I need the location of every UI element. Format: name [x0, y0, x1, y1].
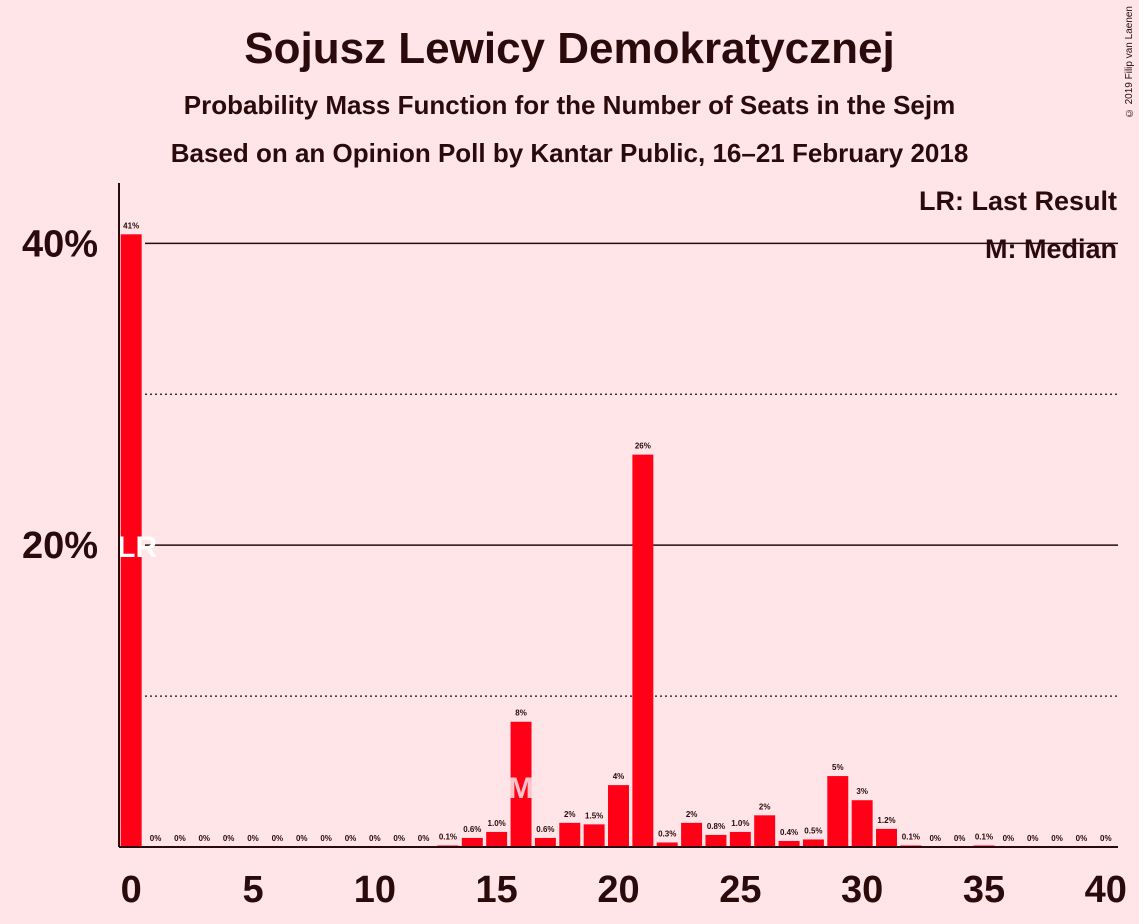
bar-value-label: 0%: [345, 834, 357, 843]
bar: [754, 815, 776, 847]
bar-value-label: 0%: [1027, 834, 1039, 843]
bar-value-label: 0.5%: [804, 826, 822, 835]
x-tick-label: 35: [963, 869, 1005, 911]
bar: [486, 831, 508, 847]
bar-value-label: 1.0%: [488, 819, 506, 828]
bar: [534, 837, 556, 847]
bar-value-label: 0%: [272, 834, 284, 843]
x-tick-label: 5: [242, 869, 263, 911]
bar-value-label: 26%: [635, 442, 651, 451]
bar-value-label: 2%: [686, 810, 698, 819]
bar: [681, 822, 703, 847]
x-tick-label: 40: [1085, 869, 1127, 911]
bar-value-label: 41%: [123, 221, 139, 230]
bar-value-label: 0%: [1051, 834, 1063, 843]
bar-value-label: 0%: [198, 834, 210, 843]
bar-value-label: 0.3%: [658, 829, 676, 838]
bar-value-label: 1.2%: [877, 816, 895, 825]
bar-value-label: 5%: [832, 763, 844, 772]
bar-value-label: 0%: [320, 834, 332, 843]
bar-value-label: 0.1%: [902, 832, 920, 841]
bar: [608, 785, 629, 847]
y-tick-label: 20%: [22, 525, 98, 567]
bar-value-label: 3%: [856, 787, 868, 796]
x-tick-label: 20: [597, 869, 639, 911]
chart-title: Sojusz Lewicy Demokratycznej: [244, 24, 895, 73]
bar-value-label: 0.1%: [439, 832, 457, 841]
bar-value-label: 0%: [296, 834, 308, 843]
bar: [705, 834, 727, 847]
bar-value-label: 0%: [1003, 834, 1015, 843]
bar-value-label: 0%: [929, 834, 941, 843]
bar-value-label: 2%: [564, 810, 576, 819]
bar-value-label: 0%: [174, 834, 186, 843]
bar: [510, 721, 532, 847]
bar: [827, 776, 849, 847]
bar: [876, 828, 898, 847]
x-tick-label: 30: [841, 869, 883, 911]
x-tick-label: 25: [719, 869, 761, 911]
bar-value-label: 0%: [223, 834, 235, 843]
bar-value-label: 1.5%: [585, 811, 603, 820]
bar-value-label: 0.4%: [780, 828, 798, 837]
last-result-marker: LR: [117, 531, 157, 564]
bar-value-label: 1.0%: [731, 819, 749, 828]
bar: [632, 454, 654, 847]
bar: [656, 842, 678, 847]
bar: [559, 822, 581, 847]
bar: [583, 824, 605, 847]
bar-value-label: 8%: [515, 709, 527, 718]
bar-value-label: 0%: [1100, 834, 1112, 843]
x-tick-label: 10: [354, 869, 396, 911]
bar-value-label: 0%: [393, 834, 405, 843]
bar-value-label: 0%: [1076, 834, 1088, 843]
bar: [851, 800, 873, 847]
bar-value-label: 0.1%: [975, 832, 993, 841]
chart-subtitle: Probability Mass Function for the Number…: [183, 90, 956, 120]
legend-entry: M: Median: [985, 234, 1117, 264]
median-marker: M: [509, 772, 534, 805]
bar-value-label: 0.8%: [707, 822, 725, 831]
bar-value-label: 0%: [954, 834, 966, 843]
bar-value-label: 0%: [247, 834, 259, 843]
bar: [461, 837, 483, 847]
bar-value-label: 0.6%: [463, 825, 481, 834]
y-tick-label: 40%: [22, 223, 98, 265]
bar-value-label: 2%: [759, 802, 771, 811]
bar-value-label: 0%: [369, 834, 381, 843]
bar: [729, 831, 751, 847]
bar-value-label: 0%: [418, 834, 430, 843]
bar-value-label: 0%: [150, 834, 162, 843]
x-tick-label: 15: [476, 869, 518, 911]
bar-value-label: 4%: [613, 772, 625, 781]
bar: [120, 234, 142, 848]
bar: [778, 840, 800, 847]
bar-value-label: 0.6%: [536, 825, 554, 834]
x-tick-label: 0: [121, 869, 142, 911]
legend-entry: LR: Last Result: [919, 186, 1117, 216]
bar: [802, 839, 824, 847]
chart-subtitle-source: Based on an Opinion Poll by Kantar Publi…: [170, 138, 969, 168]
